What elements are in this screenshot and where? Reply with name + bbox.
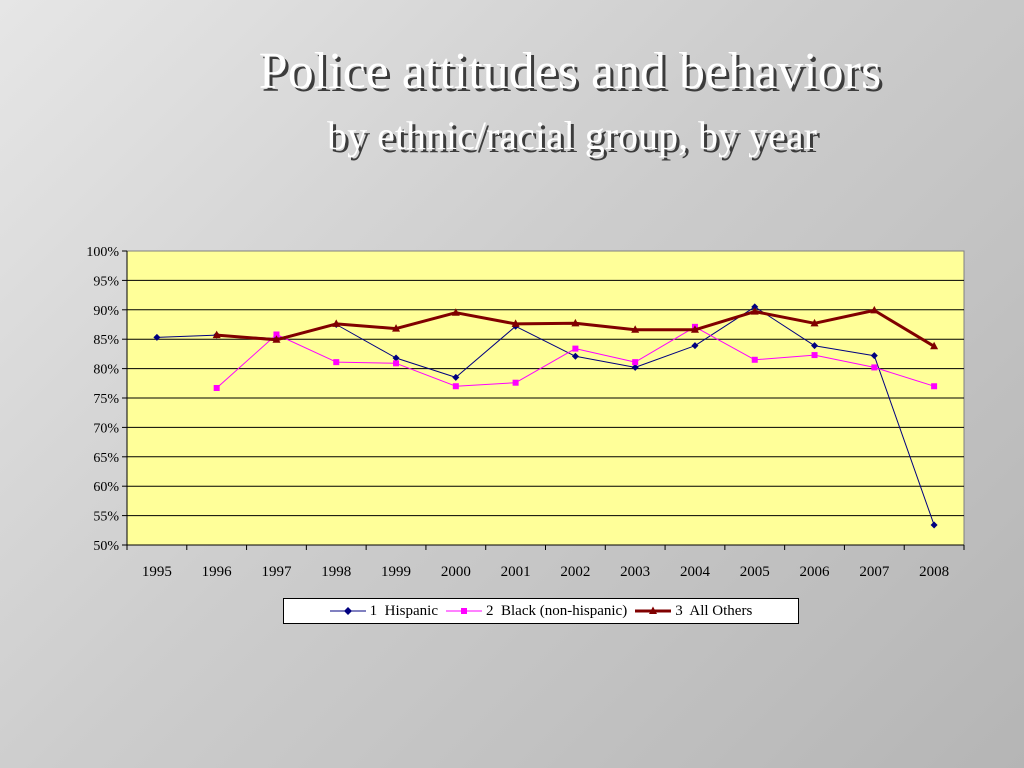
data-point-all-others (571, 318, 580, 327)
data-point-hispanic (631, 363, 639, 371)
y-tick-label: 60% (93, 480, 119, 495)
y-tick-label: 85% (93, 333, 119, 348)
data-point-hispanic (811, 342, 819, 350)
x-tick-label: 2008 (919, 564, 949, 580)
data-point-all-others (511, 319, 520, 327)
x-tick-label: 2003 (620, 564, 650, 580)
x-tick-label: 2004 (680, 564, 711, 580)
data-point-all-others (451, 308, 460, 316)
legend-label-hispanic: 1 Hispanic (369, 602, 438, 619)
x-tick-label: 1995 (142, 564, 172, 580)
x-tick-label: 1999 (381, 564, 411, 580)
chart-legend: 1 Hispanic 2 Black (non-hispanic) 3 All … (283, 598, 799, 624)
data-point-all-others (631, 325, 640, 333)
data-point-black (931, 383, 938, 390)
x-tick-label: 1997 (261, 564, 292, 580)
data-point-hispanic (930, 521, 938, 529)
data-point-black (213, 385, 220, 392)
x-tick-label: 1998 (321, 564, 351, 580)
legend-swatch-black (446, 608, 482, 614)
y-tick-label: 95% (93, 274, 119, 289)
data-point-black (393, 360, 400, 367)
x-tick-label: 2000 (441, 564, 471, 580)
legend-swatch-all-others (635, 606, 672, 614)
slide-title: Police attitudes and behaviors (258, 43, 882, 100)
data-point-all-others (870, 305, 879, 314)
data-point-black (452, 383, 459, 390)
y-tick-label: 70% (93, 421, 119, 436)
data-point-all-others (930, 341, 939, 350)
data-point-all-others (272, 335, 281, 343)
x-tick-label: 1996 (202, 564, 233, 580)
data-point-all-others (332, 319, 341, 327)
legend-label-all-others: 3 All Others (675, 602, 753, 619)
x-tick-label: 2007 (859, 564, 890, 580)
y-tick-label: 75% (93, 392, 119, 407)
data-point-black (333, 359, 340, 366)
data-point-hispanic (452, 373, 460, 381)
y-tick-label: 65% (93, 451, 119, 466)
data-point-black (811, 352, 818, 359)
data-point-all-others (750, 307, 759, 315)
x-tick-label: 2005 (740, 564, 770, 580)
data-point-all-others (810, 318, 819, 327)
data-point-black (273, 331, 280, 338)
data-point-hispanic (751, 303, 759, 311)
y-tick-label: 100% (86, 245, 119, 260)
legend-item-hispanic: 1 Hispanic (329, 602, 438, 620)
data-point-hispanic (870, 352, 878, 360)
data-point-black (632, 359, 639, 366)
data-point-all-others (392, 324, 401, 332)
data-point-all-others (690, 325, 699, 333)
data-point-hispanic (153, 333, 161, 341)
data-point-hispanic (691, 342, 699, 350)
data-point-all-others (212, 330, 221, 339)
data-point-black (871, 364, 878, 371)
x-tick-label: 2002 (560, 564, 590, 580)
data-point-black (512, 379, 519, 386)
data-point-hispanic (392, 354, 400, 362)
x-tick-label: 2006 (800, 564, 831, 580)
y-tick-label: 50% (93, 539, 119, 554)
slide-subtitle: by ethnic/racial group, by year (327, 113, 817, 158)
y-tick-label: 90% (93, 304, 119, 319)
legend-label-black: 2 Black (non-hispanic) (486, 602, 628, 619)
y-tick-label: 80% (93, 363, 119, 378)
data-point-black (751, 356, 758, 363)
data-point-hispanic (571, 352, 579, 360)
legend-item-black: 2 Black (non-hispanic) (446, 603, 627, 620)
x-tick-label: 2001 (501, 564, 531, 580)
legend-swatch-hispanic (329, 607, 366, 615)
data-point-black (572, 345, 579, 352)
y-tick-label: 55% (93, 510, 119, 525)
legend-item-all-others: 3 All Others (635, 603, 752, 620)
